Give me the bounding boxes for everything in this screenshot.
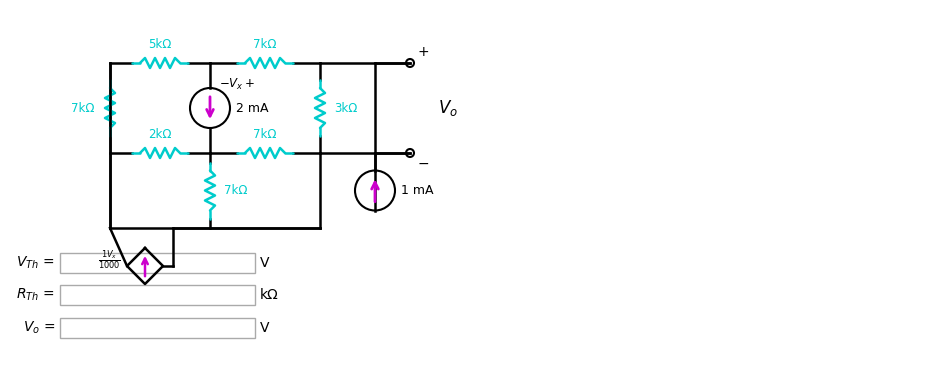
Text: 3kΩ: 3kΩ (334, 101, 358, 115)
Text: +: + (418, 45, 429, 59)
Text: kΩ: kΩ (260, 288, 279, 302)
FancyBboxPatch shape (60, 253, 255, 273)
Text: 2 mA: 2 mA (236, 101, 269, 115)
Text: 2kΩ: 2kΩ (148, 128, 171, 141)
Text: 7kΩ: 7kΩ (253, 128, 277, 141)
Text: 7kΩ: 7kΩ (70, 101, 94, 115)
Text: 5kΩ: 5kΩ (148, 38, 171, 51)
Text: $\frac{1V_x}{1000}$: $\frac{1V_x}{1000}$ (98, 248, 121, 272)
FancyBboxPatch shape (60, 318, 255, 338)
Text: $- V_x +$: $- V_x +$ (220, 77, 256, 92)
Text: V: V (260, 321, 270, 335)
FancyBboxPatch shape (60, 285, 255, 305)
Text: $R_{Th}$ =: $R_{Th}$ = (17, 287, 55, 303)
Text: 7kΩ: 7kΩ (224, 184, 248, 197)
Text: −: − (418, 157, 429, 171)
Text: $V_{Th}$ =: $V_{Th}$ = (17, 255, 55, 271)
Text: 7kΩ: 7kΩ (253, 38, 277, 51)
Text: $V_o$: $V_o$ (438, 98, 458, 118)
Text: V: V (260, 256, 270, 270)
Text: 1 mA: 1 mA (401, 184, 434, 197)
Text: $V_o$ =: $V_o$ = (22, 320, 55, 336)
